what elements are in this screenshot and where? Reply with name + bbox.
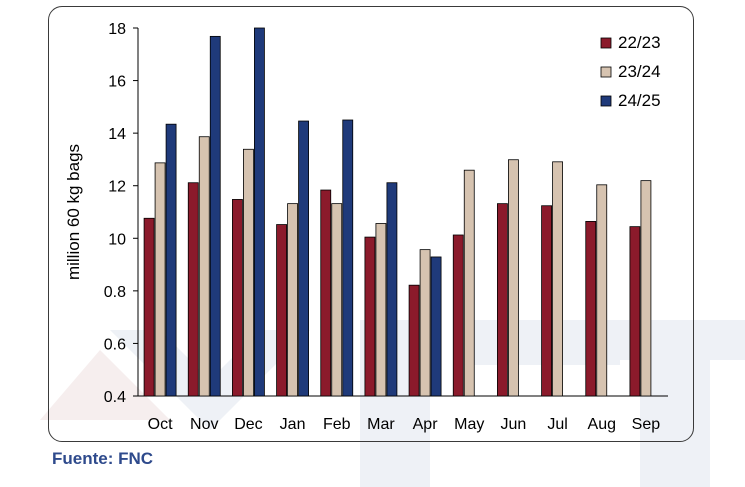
legend-swatch — [600, 95, 612, 107]
legend-swatch — [600, 66, 612, 78]
x-tick-label: May — [454, 416, 484, 433]
y-tick-label: 0.8 — [104, 284, 126, 301]
legend-label: 23/24 — [618, 62, 661, 81]
bar-23-24 — [508, 159, 519, 397]
x-tick-label: Nov — [190, 416, 218, 433]
bar-24-25 — [165, 123, 177, 397]
bar-24-25 — [386, 182, 398, 397]
x-tick-label: Sep — [632, 416, 661, 433]
x-tick-label: Jan — [280, 416, 306, 433]
bar-24-25 — [342, 119, 354, 397]
x-tick-label: Feb — [323, 416, 351, 433]
bar-22-23 — [408, 284, 420, 397]
legend-label: 24/25 — [618, 91, 661, 110]
y-axis-title: million 60 kg bags — [64, 144, 83, 280]
source-caption: Fuente: FNC — [52, 449, 154, 468]
bar-22-23 — [364, 236, 376, 397]
watermark-letter-shape — [40, 350, 170, 420]
bar-22-23 — [497, 203, 508, 397]
bar-23-24 — [198, 136, 210, 397]
y-tick-label: 10 — [108, 231, 126, 248]
bar-22-23 — [276, 224, 287, 397]
bar-22-23 — [452, 234, 464, 397]
bar-23-24 — [154, 162, 166, 397]
y-tick-label: 12 — [108, 179, 126, 196]
x-tick-label: Apr — [413, 416, 439, 433]
bar-24-25 — [298, 120, 309, 397]
bar-23-24 — [419, 249, 431, 397]
x-tick-label: Aug — [588, 416, 616, 433]
x-tick-label: Jun — [501, 416, 527, 433]
x-tick-label: Mar — [367, 416, 395, 433]
bar-23-24 — [243, 148, 254, 397]
legend-swatch — [600, 37, 612, 49]
x-tick-label: Dec — [234, 416, 262, 433]
bar-23-24 — [463, 169, 475, 397]
bar-22-23 — [143, 217, 155, 397]
bar-22-23 — [320, 189, 332, 397]
y-tick-label: 16 — [108, 74, 126, 91]
bar-22-23 — [585, 221, 597, 397]
bar-23-24 — [287, 203, 298, 397]
y-tick-label: 14 — [108, 126, 126, 143]
x-tick-label: Oct — [148, 416, 173, 433]
watermark-letter-shape — [640, 320, 710, 487]
chart-frame — [48, 6, 694, 442]
bar-22-23 — [232, 199, 243, 397]
y-tick-label: 0.6 — [104, 336, 126, 353]
bar-22-23 — [541, 205, 552, 397]
y-tick-label: 18 — [108, 21, 126, 38]
legend-label: 22/23 — [618, 33, 661, 52]
bar-24-25 — [430, 256, 442, 397]
bar-23-24 — [375, 223, 387, 397]
y-tick-label: 0.4 — [104, 389, 126, 406]
bar-24-25 — [254, 27, 265, 397]
bar-22-23 — [629, 226, 641, 397]
bar-23-24 — [331, 203, 343, 397]
bar-23-24 — [596, 184, 608, 397]
bar-24-25 — [209, 35, 221, 397]
bar-23-24 — [552, 161, 563, 397]
x-tick-label: Jul — [547, 416, 567, 433]
bar-23-24 — [640, 180, 652, 397]
bar-22-23 — [187, 182, 199, 397]
